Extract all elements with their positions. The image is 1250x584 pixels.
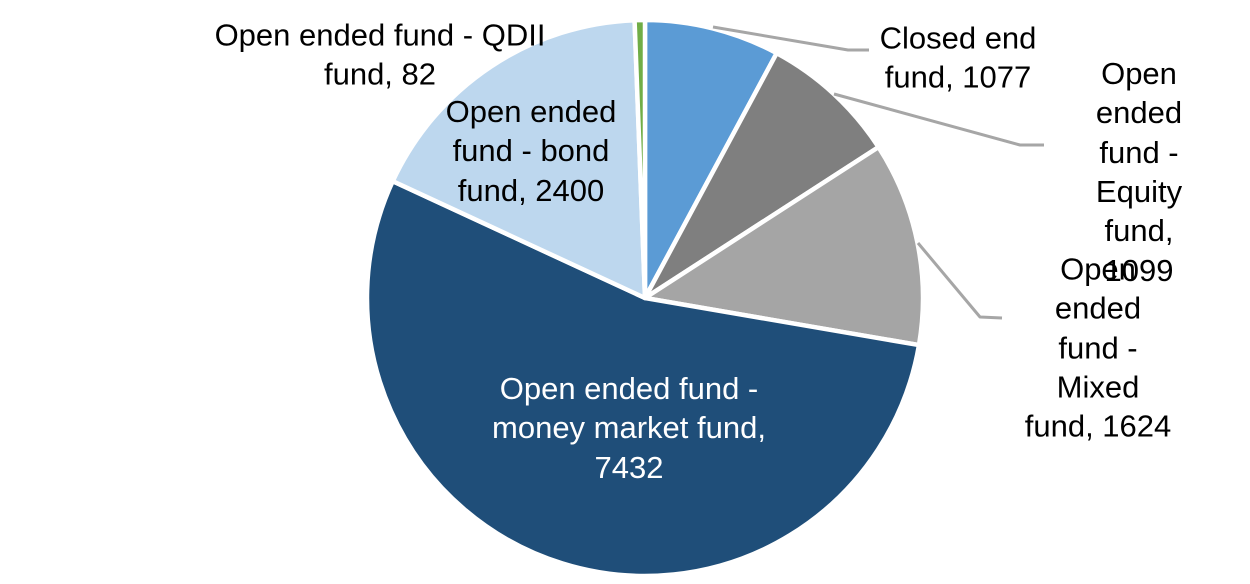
pie-slice-open-ended-fund-money-market-fund — [364, 178, 922, 579]
label-bond-fund: Open ended fund - bond fund, 2400 — [445, 93, 617, 208]
leader-line-equity-fund — [833, 92, 1044, 147]
pie-slice-open-ended-fund-equity-fund — [642, 50, 881, 301]
label-money-market-fund: Open ended fund - money market fund, 743… — [492, 370, 766, 485]
pie-slice-open-ended-fund-mixed-fund — [642, 144, 926, 348]
label-equity-fund: Open ended fund - Equity fund, 1099 — [1095, 55, 1183, 288]
label-mixed-fund: Open ended fund - Mixed fund, 1624 — [1024, 251, 1172, 445]
leader-line-closed-end-fund — [712, 25, 869, 52]
pie-slice-group — [364, 17, 926, 579]
label-closed-end-fund: Closed end fund, 1077 — [879, 20, 1037, 95]
pie-slice-open-ended-fund-bond-fund — [390, 17, 648, 301]
pie-slice-open-ended-fund-qdii-fund — [632, 17, 648, 301]
label-qdii-fund: Open ended fund - QDII fund, 82 — [214, 17, 546, 92]
leader-line-mixed-fund — [916, 242, 1003, 320]
